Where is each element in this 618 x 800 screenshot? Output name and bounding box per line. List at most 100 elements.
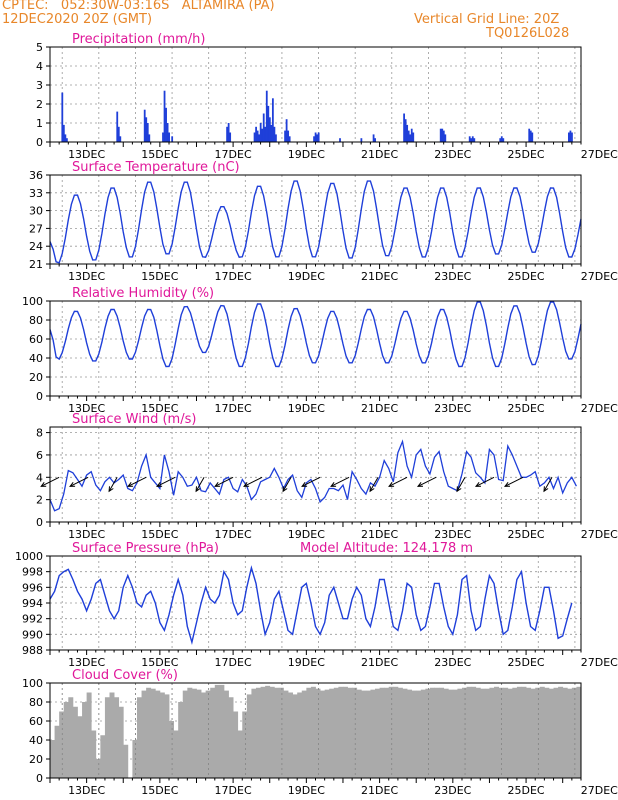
precip-bar (255, 126, 257, 142)
cloud-bar (288, 692, 294, 778)
x-tick-label: 25DEC (508, 784, 545, 797)
cloud-bar (86, 692, 92, 778)
precip-bar (148, 134, 151, 142)
x-tick-label: 23DEC (434, 402, 471, 415)
x-tick-label: 15DEC (141, 270, 178, 283)
x-tick-label: 27DEC (581, 656, 618, 669)
wind-speed-line (49, 439, 577, 512)
model-altitude-label: Model Altitude: 124.178 m (300, 541, 473, 556)
cloud-bar (159, 692, 165, 778)
precip-bar (372, 134, 375, 142)
cloud-bar (439, 687, 445, 778)
cloud-bar (123, 744, 129, 778)
y-tick-label: 2 (36, 98, 43, 111)
wind-arrow (282, 477, 292, 492)
y-tick-label: 60 (29, 715, 43, 728)
wind-arrow (156, 476, 176, 487)
precip-bar (265, 90, 268, 142)
cloud-bar (553, 687, 559, 778)
precip-bar (267, 105, 270, 142)
cloud-bar (448, 689, 454, 778)
x-tick-label: 19DEC (288, 402, 325, 415)
wind-arrow (369, 477, 379, 492)
y-tick-label: 21 (29, 258, 43, 271)
precip-bar (471, 136, 474, 142)
cloud-bar (223, 690, 229, 778)
panel-title: Surface Pressure (hPa) (72, 541, 219, 556)
precip-bar (268, 117, 271, 142)
cloud-bar (402, 688, 408, 778)
precip-bar (531, 132, 534, 142)
cloud-bar (425, 688, 431, 778)
panel-title: Surface Wind (m/s) (72, 412, 196, 427)
cloud-bar (155, 690, 161, 778)
y-tick-label: 100 (22, 295, 43, 308)
wind-arrow-head (330, 482, 337, 487)
precip-bar (253, 132, 256, 142)
x-tick-label: 17DEC (215, 402, 252, 415)
cloud-bar (301, 690, 307, 778)
precip-bar (403, 113, 405, 142)
precip-bar (258, 134, 261, 142)
cloud-bar (310, 686, 316, 778)
y-tick-label: 40 (29, 734, 43, 747)
pressure-line (49, 565, 573, 645)
station-header: CPTEC: 052:30W-03:16S ALTAMIRA (PA) (2, 0, 275, 13)
x-tick-label: 13DEC (68, 270, 105, 283)
precip-bar (502, 138, 505, 142)
cloud-bar (187, 687, 193, 778)
precip-bar (163, 90, 166, 142)
cloud-bar (150, 688, 156, 778)
precip-bar (528, 128, 531, 142)
precip-bar (168, 132, 171, 142)
x-tick-label: 15DEC (141, 402, 178, 415)
precip-bar (442, 130, 445, 142)
y-tick-label: 4 (36, 471, 43, 484)
cloud-bar (178, 702, 184, 778)
cloud-bar (173, 730, 179, 778)
panel-title: Relative Humidity (%) (72, 286, 214, 301)
temperature-line (49, 180, 582, 264)
cloud-bar (526, 687, 532, 778)
y-tick-label: 27 (29, 222, 43, 235)
cloud-bar (342, 686, 348, 778)
y-tick-label: 0 (36, 516, 43, 529)
y-tick-label: 8 (36, 427, 43, 440)
wind-arrow-head (69, 481, 76, 487)
cloud-bar (292, 694, 298, 778)
x-tick-label: 17DEC (215, 656, 252, 669)
y-tick-label: 0 (36, 136, 43, 149)
y-tick-label: 1000 (15, 550, 43, 563)
cloud-bar (269, 686, 275, 778)
cloud-bar (393, 686, 399, 778)
x-tick-label: 19DEC (288, 270, 325, 283)
cloud-bar (191, 688, 197, 778)
wind-arrow-head (127, 481, 134, 487)
y-tick-label: 3 (36, 79, 43, 92)
precip-bar (470, 138, 473, 142)
precip-bar (146, 123, 149, 142)
x-tick-label: 15DEC (141, 148, 178, 161)
cloud-bar (109, 692, 115, 778)
precip-bar (441, 128, 444, 142)
x-tick-label: 15DEC (141, 656, 178, 669)
cloud-bar (489, 687, 495, 778)
wind-arrow (127, 476, 147, 487)
plot-frame (49, 426, 582, 523)
cloud-bar (182, 690, 188, 778)
precip-bar (285, 119, 288, 142)
wind-arrow (388, 476, 408, 487)
precip-bar (407, 130, 410, 142)
wind-arrow (504, 476, 524, 487)
cloud-bar (521, 686, 527, 778)
precip-bar (117, 126, 120, 142)
y-tick-label: 1 (36, 117, 43, 130)
cloud-bar (169, 721, 174, 778)
precip-bar (500, 136, 503, 142)
cloud-bar (457, 688, 463, 778)
precip-bar (256, 130, 259, 142)
cloud-bar (214, 684, 220, 778)
precip-bar (314, 132, 317, 142)
cloud-bar (361, 690, 367, 778)
x-tick-label: 19DEC (288, 656, 325, 669)
